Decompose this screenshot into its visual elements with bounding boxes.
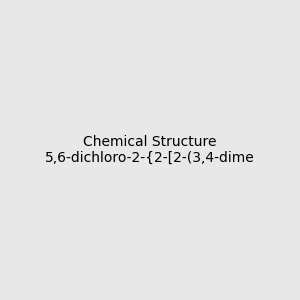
Text: Chemical Structure
5,6-dichloro-2-{2-[2-(3,4-dime: Chemical Structure 5,6-dichloro-2-{2-[2-… xyxy=(45,135,255,165)
